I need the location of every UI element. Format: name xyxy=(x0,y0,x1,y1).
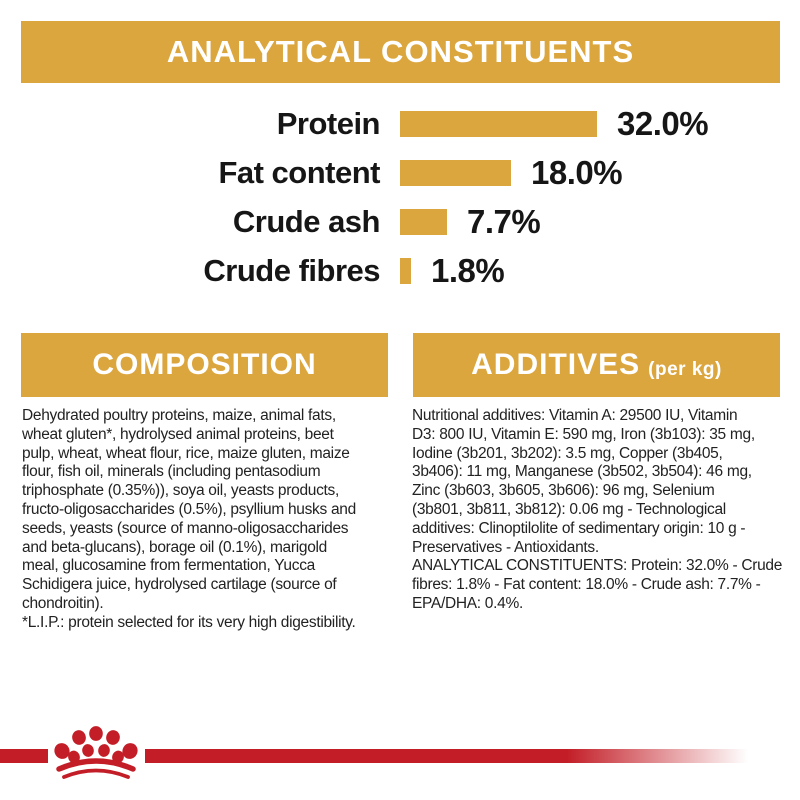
chart-value-label: 1.8% xyxy=(431,251,505,289)
chart-row: Fat content 18.0% xyxy=(0,154,800,191)
chart-bar xyxy=(400,208,447,235)
chart-category-label: Fat content xyxy=(218,154,380,190)
chart-category-label: Protein xyxy=(276,105,381,141)
constituents-chart: Protein 32.0% Fat content 18.0% Crude ash 7.7… xyxy=(0,105,800,306)
analytical-constituents-title: ANALYTICAL CONSTITUENTS xyxy=(166,34,635,69)
chart-row: Crude ash 7.7% xyxy=(0,203,800,240)
analytical-constituents-banner: ANALYTICAL CONSTITUENTS xyxy=(21,21,780,83)
additives-text: Nutritional additives: Vitamin A: 29500 … xyxy=(412,407,783,612)
footer-rule-left xyxy=(0,749,48,763)
additives-title: ADDITIVES xyxy=(471,348,641,381)
additives-title-suffix: (per kg) xyxy=(648,359,722,380)
chart-value-label: 32.0% xyxy=(617,104,709,142)
chart-bar xyxy=(400,257,411,284)
chart-bar xyxy=(400,159,511,186)
chart-category-label: Crude fibres xyxy=(203,252,380,288)
chart-value-label: 7.7% xyxy=(467,202,541,240)
royal-canin-crown-logo xyxy=(54,726,138,779)
footer-rule-right xyxy=(145,749,748,763)
chart-row: Protein 32.0% xyxy=(0,105,800,142)
chart-row: Crude fibres 1.8% xyxy=(0,252,800,289)
chart-bar xyxy=(400,110,597,137)
composition-banner: COMPOSITION xyxy=(21,333,388,397)
chart-value-label: 18.0% xyxy=(531,153,623,191)
additives-banner: ADDITIVES (per kg) xyxy=(413,333,780,397)
composition-title: COMPOSITION xyxy=(92,348,317,381)
chart-category-label: Crude ash xyxy=(232,203,381,239)
composition-text: Dehydrated poultry proteins, maize, anim… xyxy=(22,407,356,631)
